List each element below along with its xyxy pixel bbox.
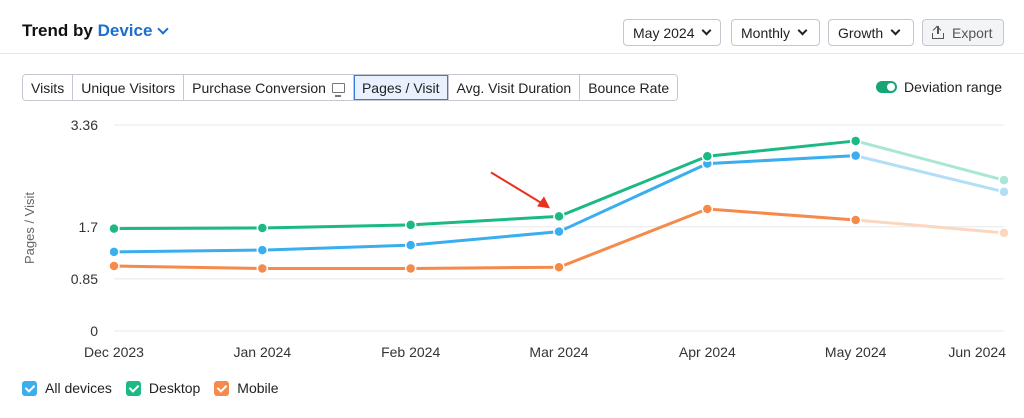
tab-unique-visitors[interactable]: Unique Visitors (73, 75, 185, 100)
checkbox-icon (22, 380, 37, 396)
x-tick-label: May 2024 (825, 344, 887, 360)
tab-visits[interactable]: Visits (23, 75, 74, 100)
header: Trend by Device May 2024 Monthly Growth … (0, 0, 1024, 54)
data-point (404, 262, 417, 275)
title-prefix: Trend by (22, 21, 93, 40)
data-point (849, 135, 862, 147)
pages-per-visit-chart: 0 0.85 1.7 3.36 Pages / Visit Dec 2023 Jan 202… (22, 117, 1010, 360)
checkbox-icon (125, 380, 141, 396)
x-tick-label: Jun 2024 (948, 344, 1006, 360)
y-tick-label: 0 (90, 323, 98, 339)
x-tick-label: Mar 2024 (529, 344, 588, 360)
series-line (113, 154, 856, 254)
export-icon (932, 25, 944, 39)
tab-bounce-rate[interactable]: Bounce Rate (580, 75, 678, 100)
data-point (998, 186, 1010, 198)
monitor-icon (331, 82, 345, 97)
x-tick-label: Apr 2024 (679, 344, 736, 360)
tab-pages-per-visit[interactable]: Pages / Visit (353, 75, 449, 100)
annotation-arrow (490, 171, 543, 205)
data-point (108, 222, 120, 235)
series-line (113, 139, 856, 231)
metric-tabs: Visits Unique Visitors Purchase Conversi… (22, 74, 679, 101)
legend-item-all-devices[interactable]: All devices (22, 380, 112, 396)
series-line (113, 207, 856, 270)
chevron-down-icon (890, 25, 901, 36)
metric-type-label: Growth (838, 24, 884, 41)
tab-purchase-conversion[interactable]: Purchase Conversion (184, 75, 354, 100)
device-dimension-dropdown[interactable]: Device (97, 21, 170, 40)
series-line-projected (855, 218, 1005, 235)
legend-item-desktop[interactable]: Desktop (125, 380, 201, 396)
metric-type-select[interactable]: Growth (828, 19, 914, 46)
data-point (849, 214, 862, 226)
tab-label: Purchase Conversion (192, 79, 326, 96)
legend-label: All devices (45, 380, 112, 396)
data-point (256, 262, 269, 275)
data-point (404, 219, 417, 231)
data-point (998, 174, 1010, 186)
annotation-arrowhead (537, 196, 550, 209)
tab-label: Avg. Visit Duration (456, 79, 572, 96)
device-dimension-label: Device (97, 21, 153, 40)
data-point (701, 203, 714, 215)
tab-avg-visit-duration[interactable]: Avg. Visit Duration (448, 75, 581, 100)
period-select[interactable]: May 2024 (623, 19, 721, 46)
data-point (256, 222, 269, 234)
export-label: Export (952, 24, 993, 41)
series-line-projected (855, 139, 1005, 182)
data-point (108, 260, 120, 272)
period-label: May 2024 (633, 24, 695, 41)
legend-item-mobile[interactable]: Mobile (214, 380, 279, 396)
export-button[interactable]: Export (922, 19, 1004, 46)
legend-label: Mobile (237, 380, 279, 396)
series-line-projected (855, 154, 1005, 194)
data-point (108, 246, 120, 258)
tab-label: Visits (31, 79, 65, 96)
checkbox-icon (214, 380, 230, 396)
data-point (701, 150, 714, 163)
x-tick-label: Jan 2024 (234, 344, 292, 360)
data-point (553, 210, 565, 223)
data-point (553, 261, 565, 273)
deviation-range: Deviation range (876, 79, 1002, 95)
data-point (553, 225, 565, 238)
tab-label: Pages / Visit (361, 79, 440, 96)
chevron-down-icon (702, 25, 712, 36)
deviation-range-toggle[interactable] (876, 81, 897, 93)
y-axis-label: Pages / Visit (22, 192, 37, 264)
y-tick-label: 3.36 (71, 117, 98, 133)
tab-label: Bounce Rate (588, 79, 670, 96)
legend-label: Desktop (148, 380, 201, 396)
data-point (404, 239, 417, 251)
data-point (849, 149, 862, 162)
legend: All devices Desktop Mobile (22, 380, 293, 396)
deviation-range-label: Deviation range (904, 79, 1003, 95)
y-tick-label: 1.7 (79, 219, 99, 235)
data-point (998, 227, 1010, 239)
chevron-down-icon (797, 25, 808, 36)
page-title: Trend by Device (22, 21, 170, 41)
y-tick-label: 0.85 (71, 271, 98, 287)
x-tick-label: Feb 2024 (381, 344, 440, 360)
chevron-down-icon (157, 23, 170, 35)
granularity-label: Monthly (741, 24, 791, 41)
x-tick-label: Dec 2023 (84, 344, 144, 360)
data-point (256, 244, 269, 256)
granularity-select[interactable]: Monthly (731, 19, 820, 46)
tab-label: Unique Visitors (81, 79, 176, 96)
